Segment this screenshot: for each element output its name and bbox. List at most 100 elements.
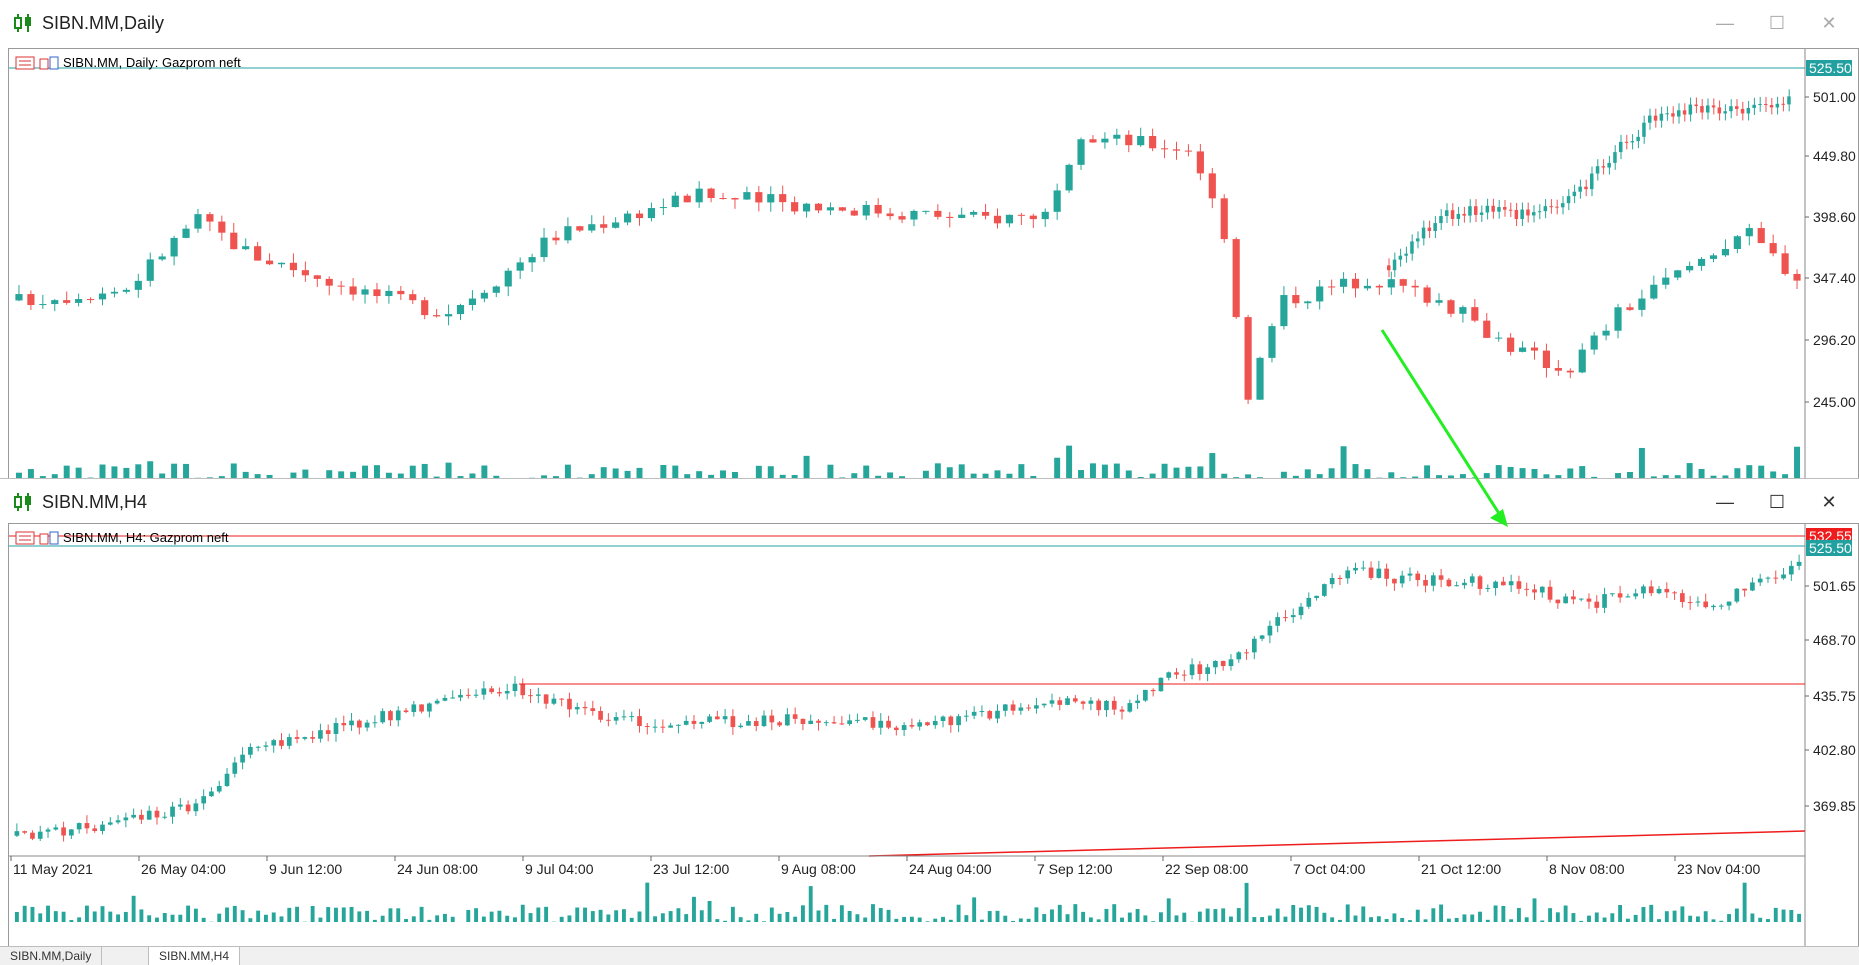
candlestick-icon (14, 493, 31, 511)
candle (1316, 279, 1324, 310)
candle (489, 685, 494, 694)
candle (337, 280, 345, 295)
y-tick-label: 245.00 (1813, 394, 1856, 410)
candle (993, 208, 1002, 229)
maximize-icon[interactable]: ☐ (1768, 491, 1786, 512)
candle (1630, 134, 1635, 150)
candle (722, 708, 728, 724)
h4-window-titlebar[interactable]: SIBN.MM,H4 (0, 479, 1859, 525)
minimize-icon[interactable]: — (1716, 491, 1734, 512)
candle (1445, 203, 1449, 224)
candle (1520, 202, 1524, 227)
tab-h4[interactable]: SIBN.MM,H4 (148, 947, 241, 965)
candle (22, 830, 28, 835)
candle (1387, 271, 1395, 295)
candle (1220, 660, 1226, 671)
candle (1542, 343, 1551, 378)
candle (1416, 231, 1420, 249)
daily-price-chart[interactable]: 501.00 449.80 398.60 347.40 296.20 245.00 525.… (9, 49, 1858, 479)
candle (1750, 577, 1755, 592)
x-tick-label: 9 Jun 12:00 (269, 861, 342, 877)
candle (995, 704, 1000, 724)
candle (1503, 200, 1507, 217)
maximize-icon[interactable]: ☐ (1768, 12, 1786, 33)
candle (1306, 592, 1312, 609)
indicator-list-icon[interactable] (15, 56, 35, 70)
candle (504, 683, 510, 700)
candle (1594, 595, 1600, 614)
candle (779, 185, 787, 212)
candle (45, 827, 51, 838)
candle (1292, 286, 1300, 308)
candle (564, 217, 572, 244)
h4-chart-area[interactable]: 501.65 468.70 435.75 402.80 369.85 532.55 525.… (8, 523, 1859, 947)
candle (970, 210, 978, 218)
candle (86, 297, 95, 304)
candle (218, 215, 226, 241)
candle (209, 787, 214, 798)
candle (1469, 573, 1475, 587)
candle (115, 815, 121, 825)
candle (1781, 567, 1786, 580)
candle (433, 308, 441, 318)
candle (1578, 598, 1584, 602)
candle (535, 687, 541, 704)
h4-price-chart[interactable]: 501.65468.70435.75402.80369.85532.55525.… (9, 524, 1858, 946)
candle (695, 181, 703, 208)
objects-list-icon[interactable] (39, 531, 59, 545)
candle (1410, 234, 1414, 261)
close-icon[interactable]: ✕ (1821, 12, 1837, 33)
candle (567, 692, 572, 718)
candle (1614, 303, 1622, 339)
candle (313, 275, 321, 288)
h4-legend: SIBN.MM, H4: Gazprom neft (15, 530, 228, 545)
candle (623, 210, 632, 226)
candle (242, 238, 250, 251)
candle (707, 714, 712, 724)
minimize-icon[interactable]: — (1716, 12, 1734, 33)
candle (154, 806, 160, 825)
candle (1290, 608, 1296, 623)
candle (419, 704, 424, 714)
chart-tabs: SIBN.MM,Daily SIBN.MM,H4 (0, 946, 1859, 965)
candle (162, 811, 168, 820)
candle (1459, 305, 1467, 323)
candle (1439, 209, 1443, 231)
daily-chart-area[interactable]: 501.00 449.80 398.60 347.40 296.20 245.00 525.… (8, 48, 1859, 480)
tab-daily[interactable]: SIBN.MM,Daily (0, 947, 103, 965)
daily-window-titlebar[interactable]: SIBN.MM,Daily (0, 0, 1859, 46)
candle (559, 698, 565, 707)
close-icon[interactable]: ✕ (1821, 491, 1837, 512)
candle (862, 200, 870, 221)
candle (1619, 134, 1623, 160)
candle (1662, 268, 1670, 289)
objects-list-icon[interactable] (39, 56, 59, 70)
candle (411, 700, 417, 717)
candle (755, 186, 763, 212)
candle (1220, 194, 1228, 243)
candle (1607, 155, 1611, 175)
candle (134, 273, 142, 298)
candle (122, 287, 130, 294)
candle (606, 713, 611, 727)
candle (932, 715, 938, 729)
candle (1375, 284, 1383, 295)
candle (1447, 298, 1455, 318)
candle (497, 687, 502, 697)
candle (1158, 677, 1164, 692)
candle (92, 824, 98, 833)
candle (699, 721, 705, 729)
x-tick-label: 7 Sep 12:00 (1037, 861, 1113, 877)
y-tick-label: 501.00 (1813, 89, 1856, 105)
candle (1740, 101, 1745, 121)
y-tick-label: 296.20 (1813, 332, 1856, 348)
candle (831, 716, 837, 725)
candle (1626, 303, 1634, 312)
candle (838, 206, 846, 212)
indicator-list-icon[interactable] (15, 531, 35, 545)
candle (987, 709, 993, 721)
candle (1726, 601, 1732, 611)
candle (792, 707, 798, 724)
candle (341, 715, 347, 732)
candle (301, 261, 309, 282)
